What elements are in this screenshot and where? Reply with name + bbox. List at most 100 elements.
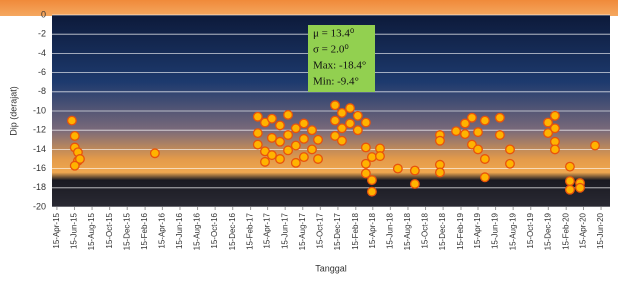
- point: [292, 159, 301, 168]
- x-tick-label: 15-Apr-16: [157, 212, 166, 248]
- point: [346, 119, 355, 128]
- x-tick-label: 15-Apr-20: [579, 212, 588, 248]
- x-tick-label: 15-Feb-16: [140, 212, 149, 249]
- point: [474, 128, 483, 137]
- y-tick-label: -8: [38, 86, 46, 96]
- x-tick-label: 15-Feb-17: [246, 212, 255, 249]
- annotation: σ = 2.0⁰: [313, 44, 349, 56]
- x-tick-label: 15-Jun-19: [491, 212, 500, 249]
- point: [70, 132, 79, 141]
- x-tick-label: 15-Dec-16: [228, 212, 237, 250]
- x-tick-label: 15-Dec-15: [122, 212, 131, 250]
- y-tick-label: -6: [38, 67, 46, 77]
- point: [284, 131, 293, 140]
- x-tick-label: 15-Oct-17: [315, 212, 324, 248]
- annotation: Max: -18.4°: [313, 60, 366, 72]
- point: [68, 116, 77, 125]
- point: [566, 177, 575, 186]
- point: [292, 124, 301, 133]
- point: [331, 101, 340, 110]
- point: [436, 136, 445, 145]
- annotation: Min: -9.4°: [313, 76, 359, 88]
- x-tick-label: 15-Feb-18: [351, 212, 360, 249]
- point: [576, 184, 585, 193]
- point: [566, 185, 575, 194]
- x-tick-label: 15-Jun-16: [175, 212, 184, 249]
- x-tick-label: 15-Aug-19: [508, 212, 517, 250]
- point: [394, 164, 403, 173]
- point: [300, 153, 309, 162]
- y-tick-label: -12: [33, 125, 46, 135]
- point: [268, 151, 277, 160]
- y-tick-label: -16: [33, 163, 46, 173]
- point: [354, 112, 363, 121]
- x-tick-label: 15-Oct-18: [421, 212, 430, 248]
- x-tick-label: 15-Feb-20: [561, 212, 570, 249]
- point: [591, 141, 600, 150]
- point: [481, 173, 490, 182]
- point: [70, 161, 79, 170]
- point: [151, 149, 160, 158]
- x-tick-label: 15-Jun-18: [385, 212, 394, 249]
- point: [338, 109, 347, 118]
- x-tick-label: 15-Jun-15: [70, 212, 79, 249]
- x-tick-label: 15-Apr-17: [263, 212, 272, 248]
- x-tick-label: 15-Apr-15: [52, 212, 61, 248]
- point: [551, 145, 560, 154]
- point: [338, 124, 347, 133]
- x-tick-label: 15-Oct-19: [526, 212, 535, 248]
- point: [368, 153, 377, 162]
- point: [474, 145, 483, 154]
- point: [253, 112, 262, 121]
- x-tick-label: 15-Dec-19: [543, 212, 552, 250]
- point: [436, 168, 445, 177]
- point: [268, 114, 277, 123]
- point: [346, 104, 355, 113]
- point: [300, 135, 309, 144]
- point: [496, 113, 505, 122]
- point: [506, 145, 515, 154]
- y-tick-label: 0: [41, 9, 46, 19]
- point: [276, 121, 285, 130]
- point: [362, 118, 371, 127]
- point: [481, 116, 490, 125]
- point: [376, 152, 385, 161]
- point: [362, 143, 371, 152]
- x-tick-label: 15-Oct-15: [105, 212, 114, 248]
- x-tick-label: 15-Jun-20: [596, 212, 605, 249]
- point: [314, 136, 323, 145]
- point: [331, 116, 340, 125]
- top-band: [0, 0, 618, 16]
- point: [292, 141, 301, 150]
- point: [261, 158, 270, 167]
- y-tick-label: -20: [33, 201, 46, 211]
- x-tick-label: 15-Dec-18: [438, 212, 447, 250]
- x-tick-label: 15-Feb-19: [456, 212, 465, 249]
- point: [314, 155, 323, 164]
- chart: μ = 13.4⁰ σ = 2.0⁰ Max: -18.4° Min: -9.4…: [0, 0, 618, 282]
- point: [268, 134, 277, 143]
- y-tick-label: -10: [33, 105, 46, 115]
- point: [452, 127, 461, 136]
- point: [276, 155, 285, 164]
- point: [506, 160, 515, 169]
- point: [276, 137, 285, 146]
- x-tick-label: 15-Aug-17: [298, 212, 307, 250]
- x-axis-title: Tanggal: [315, 263, 347, 273]
- point: [354, 126, 363, 135]
- point: [368, 187, 377, 196]
- x-tick-label: 15-Aug-15: [87, 212, 96, 250]
- x-tick-label: 15-Aug-18: [403, 212, 412, 250]
- point: [300, 119, 309, 128]
- point: [308, 145, 317, 154]
- page: {"chart_data": {"type": "scatter", "x_la…: [0, 0, 618, 282]
- point: [284, 146, 293, 155]
- x-tick-label: 15-Apr-18: [368, 212, 377, 248]
- y-tick-label: -14: [33, 144, 46, 154]
- y-tick-label: -2: [38, 29, 46, 39]
- point: [253, 129, 262, 138]
- y-tick-label: -18: [33, 182, 46, 192]
- point: [308, 126, 317, 135]
- point: [338, 136, 347, 145]
- point: [551, 112, 560, 121]
